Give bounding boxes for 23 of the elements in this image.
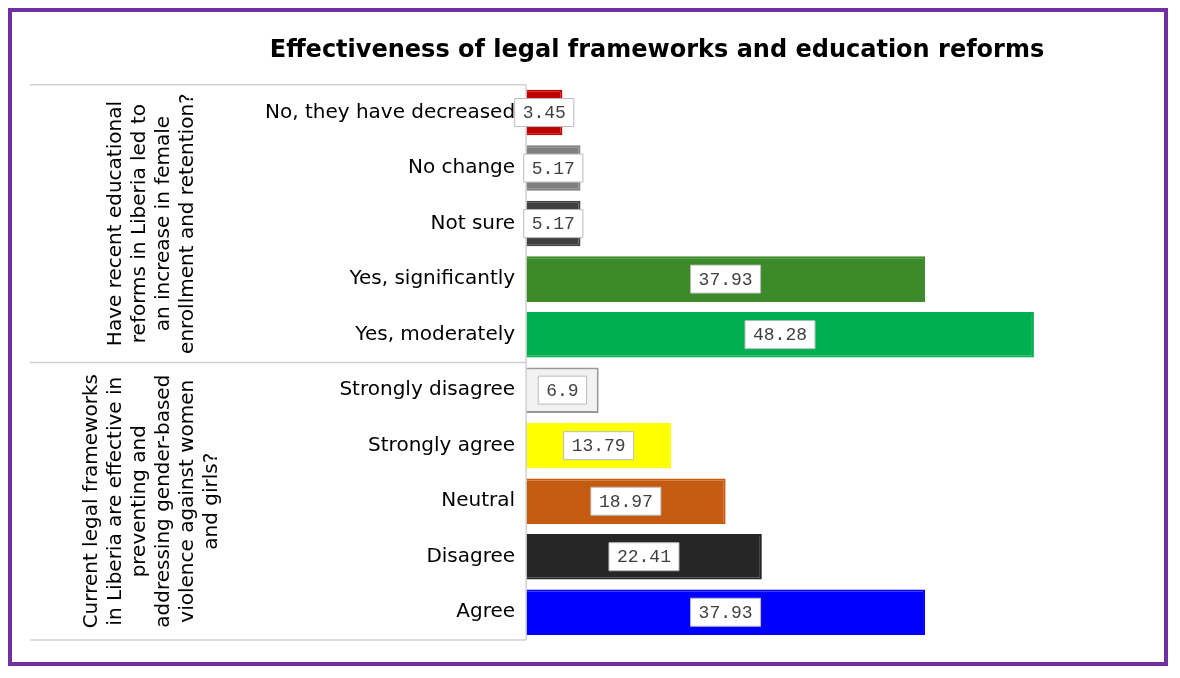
text: Current legal frameworks in Liberia are effective in preventing and addressing gender-based violence against women and girls? (78, 374, 223, 629)
data-label: 6.9 (546, 380, 579, 401)
y-tick-label: Yes, moderately (354, 320, 516, 345)
data-label: 37.93 (698, 603, 753, 624)
y-tick-label: No change (407, 154, 516, 179)
y-tick-label: Not sure (430, 209, 516, 234)
data-label: 18.97 (598, 491, 653, 512)
data-label: 22.41 (616, 547, 671, 568)
y-tick-label: Strongly disagree (339, 376, 516, 401)
y-tick-label: Agree (456, 598, 516, 623)
data-label: 13.79 (571, 436, 626, 457)
data-label: 5.17 (531, 158, 575, 179)
chart-title: Effectiveness of legal frameworks and education reforms (269, 34, 1045, 63)
text: Have recent educational reforms in Liberia led to an increase in female enrollment and retention? (102, 93, 199, 354)
y-tick-label: Strongly agree (368, 431, 516, 456)
data-label: 37.93 (698, 269, 753, 290)
data-label: 5.17 (531, 214, 575, 235)
y-tick-label: No, they have decreased (264, 98, 516, 123)
data-label: 3.45 (522, 103, 566, 124)
y-tick-label: Disagree (426, 542, 516, 567)
y-tick-label: Yes, significantly (348, 265, 516, 290)
data-label: 48.28 (753, 325, 808, 346)
y-tick-label: Neutral (441, 487, 516, 512)
